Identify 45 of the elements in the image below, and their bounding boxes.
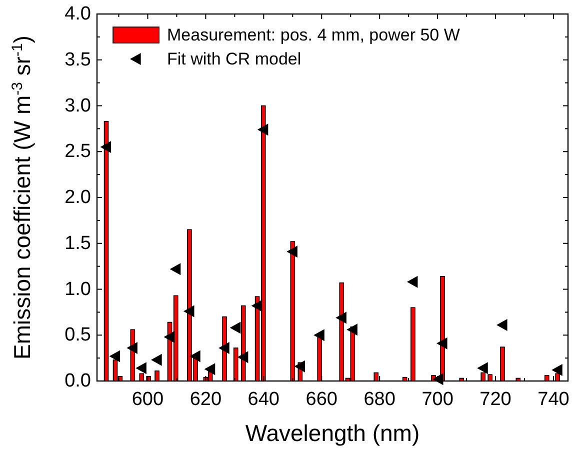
point <box>346 324 358 336</box>
point <box>170 263 181 276</box>
y-tick-label: 2.5 <box>64 141 91 162</box>
point <box>164 330 175 343</box>
point <box>237 351 248 364</box>
x-tick-label: 600 <box>132 389 164 410</box>
point <box>314 329 324 342</box>
y-tick-label: 4.0 <box>64 4 91 24</box>
y-tick-label: 1.5 <box>64 232 91 254</box>
point <box>190 350 200 362</box>
y-tick-label: 3.5 <box>64 49 91 70</box>
y-tick-label: 0.0 <box>64 370 91 392</box>
point <box>496 319 508 332</box>
legend-label: Fit with CR model <box>167 50 302 68</box>
x-tick-label: 740 <box>538 389 570 410</box>
x-tick-label: 720 <box>480 389 512 410</box>
x-tick-label: 620 <box>190 389 222 410</box>
x-tick-label: 680 <box>364 389 396 410</box>
point <box>286 246 298 258</box>
y-tick-label: 3.0 <box>64 95 91 116</box>
point <box>477 362 488 374</box>
point <box>294 360 305 372</box>
point <box>336 312 346 324</box>
point <box>136 362 146 374</box>
point <box>436 337 448 350</box>
point <box>230 322 241 334</box>
point <box>204 363 216 376</box>
point <box>406 276 418 288</box>
x-axis-title: Wavelength (nm) <box>245 420 420 446</box>
point <box>552 364 562 376</box>
legend-label: Measurement: pos. 4 mm, power 50 W <box>167 26 460 44</box>
point <box>109 350 120 362</box>
point <box>251 300 262 312</box>
point <box>257 124 268 136</box>
y-tick-label: 2.0 <box>64 187 91 208</box>
y-tick-label: 1.0 <box>64 278 91 300</box>
point <box>151 354 162 366</box>
x-tick-label: 660 <box>306 389 338 410</box>
point <box>126 342 138 354</box>
x-tick-label: 700 <box>422 389 454 410</box>
point <box>183 305 194 318</box>
y-tick-label: 0.5 <box>64 324 91 346</box>
point <box>218 342 230 354</box>
x-tick-label: 640 <box>248 389 280 410</box>
point <box>100 141 112 154</box>
